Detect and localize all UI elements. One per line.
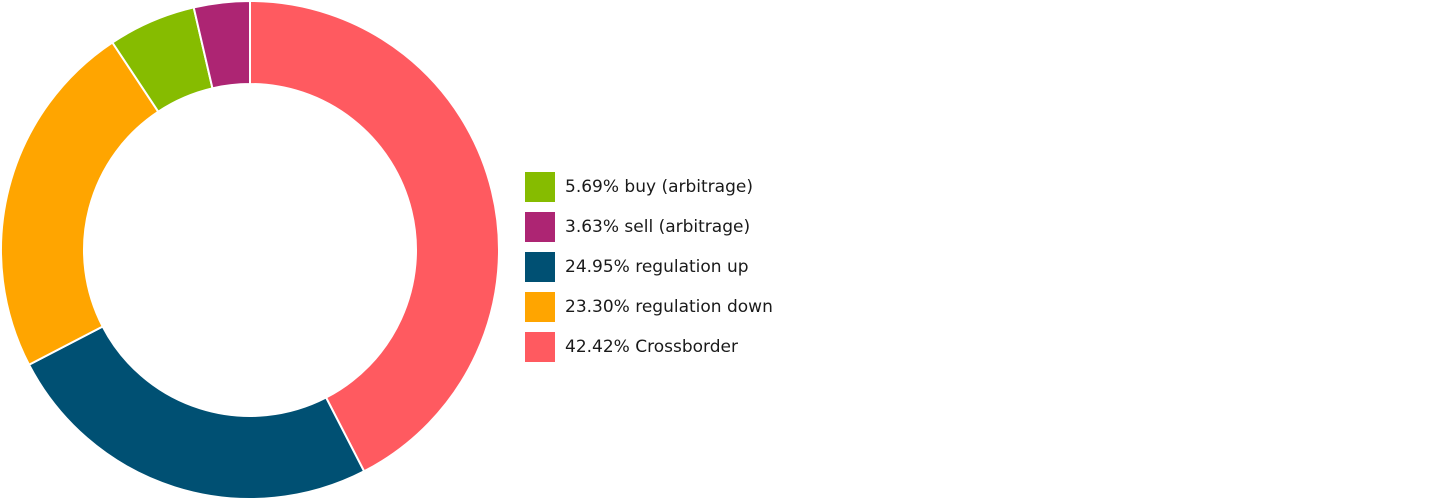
legend-item-regulation-up: 24.95% regulation up xyxy=(525,247,773,287)
legend-label: 23.30% regulation down xyxy=(565,297,773,317)
legend-swatch xyxy=(525,252,555,282)
donut-slice-regulation-down xyxy=(0,41,160,366)
donut-slice-crossborder xyxy=(249,0,500,473)
legend-label: 24.95% regulation up xyxy=(565,257,749,277)
legend-label: 3.63% sell (arbitrage) xyxy=(565,217,751,237)
legend-item-regulation-down: 23.30% regulation down xyxy=(525,287,773,327)
donut-chart xyxy=(0,0,500,500)
legend-label: 5.69% buy (arbitrage) xyxy=(565,177,753,197)
legend-label: 42.42% Crossborder xyxy=(565,337,738,357)
legend-item-buy-arbitrage: 5.69% buy (arbitrage) xyxy=(525,167,773,207)
chart-legend: 5.69% buy (arbitrage) 3.63% sell (arbitra… xyxy=(525,167,773,367)
legend-swatch xyxy=(525,172,555,202)
legend-item-sell-arbitrage: 3.63% sell (arbitrage) xyxy=(525,207,773,247)
donut-slice-sell-arbitrage xyxy=(192,0,251,90)
legend-swatch xyxy=(525,212,555,242)
legend-swatch xyxy=(525,332,555,362)
legend-item-crossborder: 42.42% Crossborder xyxy=(525,327,773,367)
donut-slice-regulation-up xyxy=(28,325,366,500)
legend-swatch xyxy=(525,292,555,322)
